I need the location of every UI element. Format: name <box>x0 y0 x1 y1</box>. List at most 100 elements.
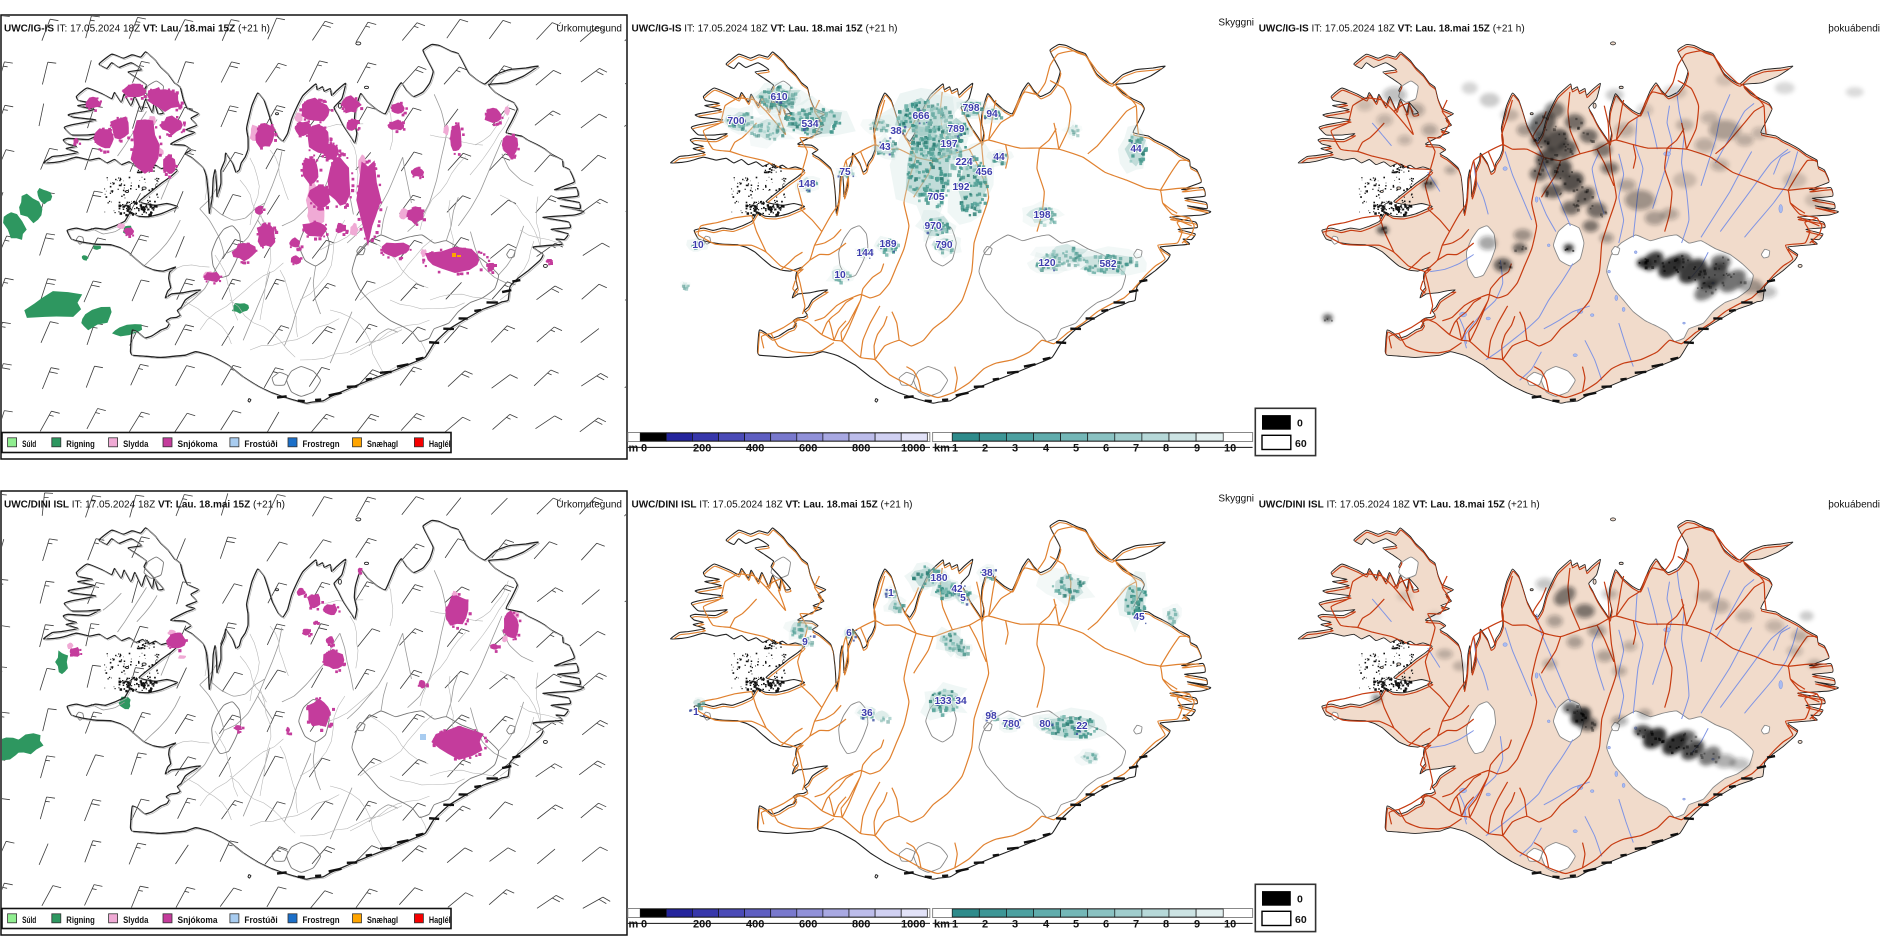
svg-text:Slydda: Slydda <box>123 439 149 449</box>
svg-text:1000: 1000 <box>901 443 925 455</box>
svg-text:789: 789 <box>948 124 965 135</box>
svg-text:144: 144 <box>857 248 874 259</box>
svg-text:Rigning: Rigning <box>66 439 95 449</box>
svg-text:3: 3 <box>1012 919 1018 931</box>
svg-text:798: 798 <box>963 103 980 114</box>
svg-text:9: 9 <box>802 637 808 648</box>
svg-text:Haglél: Haglél <box>429 915 451 925</box>
svg-text:4: 4 <box>1043 919 1050 931</box>
svg-text:1: 1 <box>952 919 958 931</box>
svg-text:780: 780 <box>1003 719 1020 730</box>
svg-text:Skyggni: Skyggni <box>1218 494 1254 505</box>
svg-text:Rigning: Rigning <box>66 915 95 925</box>
svg-text:0: 0 <box>641 919 647 931</box>
svg-text:400: 400 <box>746 443 764 455</box>
svg-text:800: 800 <box>852 919 870 931</box>
svg-text:1: 1 <box>952 443 958 455</box>
svg-text:Haglél: Haglél <box>429 439 451 449</box>
svg-text:600: 600 <box>799 443 817 455</box>
svg-text:400: 400 <box>746 919 764 931</box>
svg-text:Súld: Súld <box>22 915 36 925</box>
svg-text:800: 800 <box>852 443 870 455</box>
svg-text:Snjókoma: Snjókoma <box>178 915 219 925</box>
svg-text:7: 7 <box>1133 443 1139 455</box>
svg-text:km: km <box>934 919 950 931</box>
svg-text:UWC/IG-IS IT: 17.05.2024 18Z V: UWC/IG-IS IT: 17.05.2024 18Z VT: Lau. 18… <box>4 24 270 35</box>
svg-text:4: 4 <box>1043 443 1050 455</box>
svg-text:1: 1 <box>693 707 699 718</box>
svg-text:80: 80 <box>1039 719 1051 730</box>
svg-text:189: 189 <box>880 239 897 250</box>
svg-text:534: 534 <box>802 119 819 130</box>
svg-text:5: 5 <box>1073 919 1079 931</box>
svg-text:192: 192 <box>953 182 970 193</box>
svg-text:970: 970 <box>925 221 942 232</box>
svg-text:Slydda: Slydda <box>123 915 149 925</box>
svg-text:þokuábendi: þokuábendi <box>1828 500 1880 511</box>
svg-text:0: 0 <box>1297 418 1303 430</box>
svg-text:þokuábendi: þokuábendi <box>1828 24 1880 35</box>
svg-text:km: km <box>934 443 950 455</box>
svg-text:36: 36 <box>861 708 873 719</box>
svg-text:38: 38 <box>890 126 902 137</box>
svg-text:790: 790 <box>936 240 953 251</box>
svg-text:120: 120 <box>1039 258 1056 269</box>
svg-text:10: 10 <box>834 270 846 281</box>
svg-text:582: 582 <box>1100 259 1117 270</box>
svg-text:456: 456 <box>976 167 993 178</box>
svg-text:Snæhagl: Snæhagl <box>367 439 398 449</box>
svg-text:Snjókoma: Snjókoma <box>178 439 219 449</box>
svg-text:75: 75 <box>839 167 851 178</box>
svg-text:10: 10 <box>1224 443 1236 455</box>
svg-text:Úrkomutegund: Úrkomutegund <box>556 498 622 511</box>
svg-text:Frostúði: Frostúði <box>244 439 277 449</box>
svg-text:224: 224 <box>956 157 973 168</box>
svg-text:Súld: Súld <box>22 439 36 449</box>
svg-text:42: 42 <box>951 584 963 595</box>
svg-text:34: 34 <box>955 696 967 707</box>
svg-text:1000: 1000 <box>901 919 925 931</box>
svg-text:60: 60 <box>1295 438 1307 450</box>
svg-text:UWC/IG-IS IT: 17.05.2024 18Z V: UWC/IG-IS IT: 17.05.2024 18Z VT: Lau. 18… <box>1259 24 1525 35</box>
svg-text:Frostregn: Frostregn <box>303 439 340 449</box>
svg-text:UWC/IG-IS IT: 17.05.2024 18Z V: UWC/IG-IS IT: 17.05.2024 18Z VT: Lau. 18… <box>632 24 898 35</box>
svg-text:m: m <box>629 919 639 931</box>
svg-text:8: 8 <box>1163 919 1169 931</box>
svg-text:198: 198 <box>1034 210 1051 221</box>
svg-text:133: 133 <box>935 696 952 707</box>
svg-text:148: 148 <box>799 179 816 190</box>
svg-text:UWC/DINI ISL IT: 17.05.2024 18: UWC/DINI ISL IT: 17.05.2024 18Z VT: Lau.… <box>1259 500 1540 511</box>
svg-text:44: 44 <box>993 152 1005 163</box>
svg-text:197: 197 <box>941 139 958 150</box>
svg-text:3: 3 <box>1012 443 1018 455</box>
svg-text:6: 6 <box>1103 919 1109 931</box>
svg-text:6: 6 <box>1103 443 1109 455</box>
svg-text:Frostregn: Frostregn <box>303 915 340 925</box>
svg-text:610: 610 <box>771 92 788 103</box>
svg-text:m: m <box>629 443 639 455</box>
svg-text:666: 666 <box>913 111 930 122</box>
svg-text:8: 8 <box>1163 443 1169 455</box>
svg-text:Skyggni: Skyggni <box>1218 18 1254 29</box>
svg-text:45: 45 <box>1133 612 1145 623</box>
svg-text:7: 7 <box>1133 919 1139 931</box>
svg-text:600: 600 <box>799 919 817 931</box>
svg-text:0: 0 <box>1297 894 1303 906</box>
svg-text:Snæhagl: Snæhagl <box>367 915 398 925</box>
svg-text:43: 43 <box>879 142 891 153</box>
svg-text:200: 200 <box>693 919 711 931</box>
svg-text:705: 705 <box>928 192 945 203</box>
svg-text:0: 0 <box>641 443 647 455</box>
svg-text:UWC/DINI ISL IT: 17.05.2024 18: UWC/DINI ISL IT: 17.05.2024 18Z VT: Lau.… <box>4 500 285 511</box>
svg-text:1: 1 <box>888 588 894 599</box>
svg-text:9: 9 <box>1194 443 1200 455</box>
svg-text:60: 60 <box>1295 914 1307 926</box>
svg-text:44: 44 <box>1130 144 1142 155</box>
svg-text:10: 10 <box>1224 919 1236 931</box>
svg-text:38: 38 <box>981 568 993 579</box>
svg-text:UWC/DINI ISL IT: 17.05.2024 18: UWC/DINI ISL IT: 17.05.2024 18Z VT: Lau.… <box>632 500 913 511</box>
svg-text:Úrkomutegund: Úrkomutegund <box>556 22 622 35</box>
svg-text:9: 9 <box>1194 919 1200 931</box>
svg-text:22: 22 <box>1076 721 1088 732</box>
svg-text:10: 10 <box>692 240 704 251</box>
